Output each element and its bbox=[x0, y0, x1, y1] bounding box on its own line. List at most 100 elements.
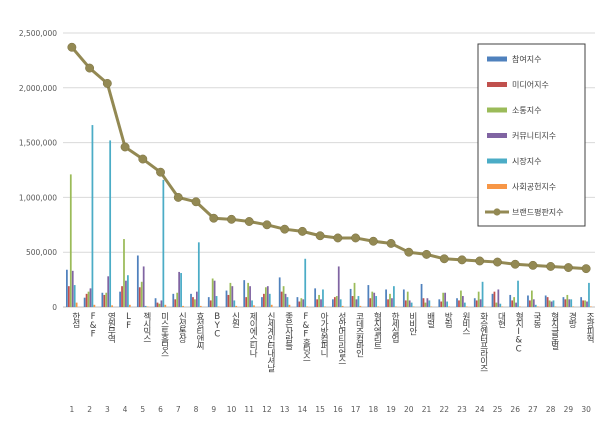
bar-4 bbox=[515, 302, 517, 307]
bar-6 bbox=[483, 306, 486, 307]
legend-swatch bbox=[487, 56, 507, 62]
bar-6 bbox=[270, 304, 273, 307]
bar-2 bbox=[529, 300, 531, 307]
bar-2 bbox=[103, 294, 106, 307]
x-rank-label: 8 bbox=[194, 405, 199, 414]
bar-2 bbox=[475, 300, 478, 307]
line-point bbox=[404, 247, 414, 257]
bar-6 bbox=[199, 305, 202, 307]
x-rank-label: 24 bbox=[475, 405, 485, 414]
bar-5 bbox=[233, 300, 236, 307]
bar-4 bbox=[391, 298, 393, 307]
bar-6 bbox=[93, 304, 96, 307]
bar-1 bbox=[491, 293, 494, 307]
bar-3 bbox=[176, 292, 179, 307]
x-category-label: 효성티앤씨 bbox=[195, 312, 205, 351]
x-rank-label: 6 bbox=[158, 405, 163, 414]
bar-3 bbox=[211, 278, 214, 307]
bar-1 bbox=[243, 280, 246, 307]
bar-3 bbox=[566, 294, 569, 307]
bar-4 bbox=[479, 299, 482, 307]
x-category-label: 원비스 bbox=[461, 312, 471, 335]
x-rank-label: 22 bbox=[439, 405, 449, 414]
bar-4 bbox=[550, 301, 553, 307]
x-rank-label: 15 bbox=[315, 405, 325, 414]
legend-label: 브랜드평판지수 bbox=[512, 207, 564, 217]
x-category-label: 비비안 bbox=[407, 312, 417, 336]
bar-3 bbox=[105, 292, 108, 307]
x-rank-label: 25 bbox=[493, 405, 503, 414]
bar-6 bbox=[536, 306, 539, 307]
x-category-label: 형지I&C bbox=[514, 312, 524, 354]
bar-4 bbox=[178, 271, 181, 307]
bar-3 bbox=[442, 292, 445, 307]
x-rank-label: 23 bbox=[457, 405, 467, 414]
bar-2 bbox=[138, 287, 141, 307]
x-category-label: 경방 bbox=[567, 311, 577, 328]
bar-1 bbox=[580, 297, 583, 307]
bar-3 bbox=[300, 298, 303, 307]
line-point bbox=[191, 197, 201, 207]
legend-label: 커뮤니티지수 bbox=[512, 131, 556, 141]
bar-4 bbox=[266, 286, 269, 307]
bar-4 bbox=[89, 288, 92, 307]
bar-1 bbox=[83, 297, 86, 307]
y-tick-label: 2,500,000 bbox=[19, 29, 57, 38]
bar-1 bbox=[385, 289, 387, 307]
bar-6 bbox=[164, 304, 167, 307]
y-tick-label: 1,000,000 bbox=[19, 193, 57, 202]
bar-4 bbox=[71, 270, 74, 307]
bar-3 bbox=[495, 302, 498, 307]
bar-4 bbox=[444, 292, 447, 307]
legend-swatch bbox=[487, 158, 507, 164]
bar-6 bbox=[253, 305, 255, 307]
x-category-label: 성안머티리얼스 bbox=[336, 312, 346, 364]
bar-2 bbox=[263, 293, 265, 307]
x-rank-label: 21 bbox=[422, 405, 432, 414]
bar-4 bbox=[249, 286, 251, 307]
line-point bbox=[315, 231, 325, 241]
x-category-label: 아가방컴퍼니 bbox=[319, 312, 329, 359]
line-point bbox=[120, 142, 130, 152]
bar-3 bbox=[371, 291, 374, 307]
legend-swatch bbox=[487, 133, 507, 138]
bar-6 bbox=[75, 302, 78, 307]
bar-2 bbox=[316, 299, 318, 307]
bar-4 bbox=[302, 299, 305, 307]
line-point bbox=[85, 63, 95, 73]
bar-5 bbox=[393, 286, 395, 307]
x-category-label: BYC bbox=[212, 312, 222, 338]
x-rank-label: 13 bbox=[280, 405, 290, 414]
line-point bbox=[297, 226, 307, 236]
line-point bbox=[457, 255, 467, 265]
bar-1 bbox=[544, 295, 547, 307]
bar-4 bbox=[586, 301, 588, 307]
bar-3 bbox=[424, 302, 427, 307]
bar-4 bbox=[320, 299, 322, 307]
legend-label: 사회공헌지수 bbox=[512, 183, 556, 192]
bar-6 bbox=[448, 306, 450, 307]
x-category-label: 형지엘리트 bbox=[372, 312, 382, 350]
bar-2 bbox=[67, 286, 70, 307]
x-category-label: F&F bbox=[88, 312, 98, 338]
bar-5 bbox=[481, 281, 484, 307]
line-point bbox=[351, 233, 361, 243]
bar-3 bbox=[264, 287, 267, 307]
bar-1 bbox=[261, 297, 263, 307]
bar-1 bbox=[66, 269, 68, 307]
line-point bbox=[333, 233, 343, 243]
line-point bbox=[156, 167, 165, 177]
line-point bbox=[280, 224, 290, 234]
x-rank-label: 16 bbox=[333, 405, 343, 414]
bar-6 bbox=[182, 305, 184, 307]
bar-3 bbox=[548, 300, 551, 307]
x-rank-label: 2 bbox=[87, 405, 92, 414]
bar-6 bbox=[394, 306, 397, 307]
bar-4 bbox=[355, 299, 358, 307]
bar-2 bbox=[156, 302, 159, 307]
x-category-label: 화승엔터프라이즈 bbox=[478, 312, 488, 372]
bar-4 bbox=[196, 291, 198, 307]
line-point bbox=[439, 254, 449, 264]
bar-4 bbox=[107, 276, 110, 307]
